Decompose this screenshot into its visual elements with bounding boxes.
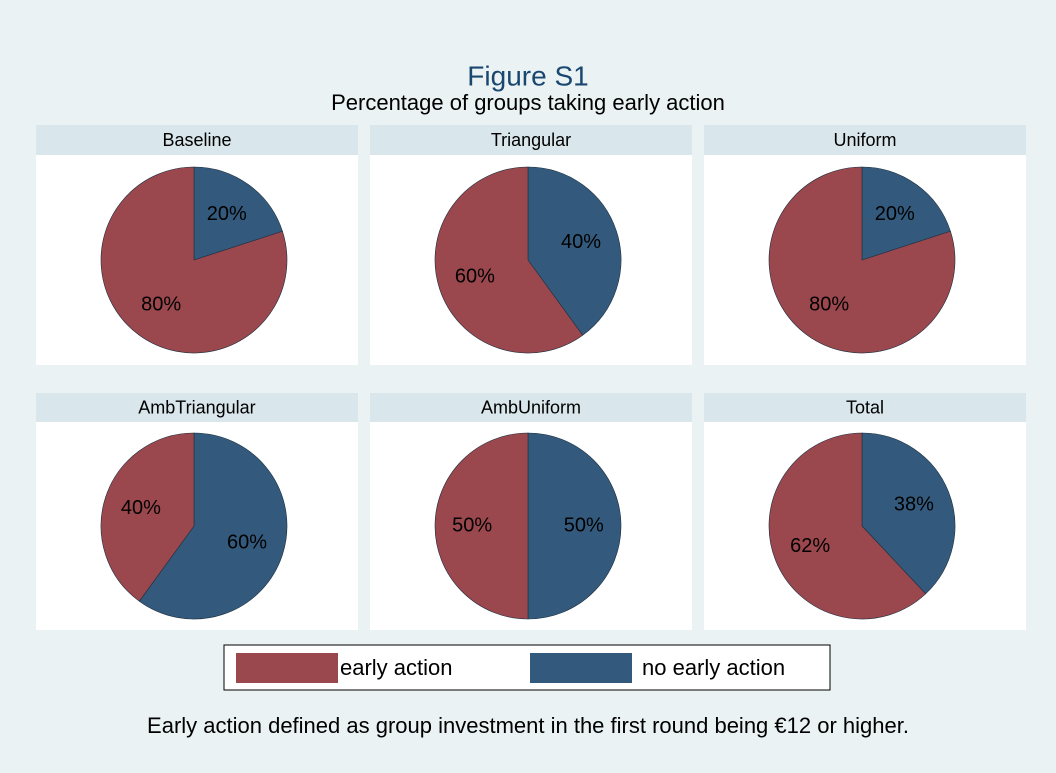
pie-slice bbox=[100, 166, 288, 354]
pie-slice bbox=[434, 166, 584, 354]
pie-slice bbox=[768, 166, 956, 354]
slice-label: 40% bbox=[561, 231, 601, 253]
pie-slice bbox=[527, 166, 622, 336]
note: Early action defined as group investment… bbox=[147, 713, 909, 738]
panel-title: Triangular bbox=[491, 130, 571, 150]
slice-label: 60% bbox=[227, 532, 267, 554]
slice-label: 50% bbox=[452, 514, 492, 536]
legend-label: early action bbox=[340, 655, 453, 680]
slice-label: 40% bbox=[121, 497, 161, 519]
pie-slice bbox=[861, 166, 951, 261]
panel-header bbox=[704, 393, 1026, 422]
panel-title: Total bbox=[846, 397, 884, 417]
slice-label: 80% bbox=[809, 293, 849, 315]
slice-label: 80% bbox=[141, 293, 181, 315]
panel-header bbox=[36, 393, 358, 422]
slice-label: 50% bbox=[564, 514, 604, 536]
slice-label: 20% bbox=[207, 203, 247, 225]
panel-header bbox=[370, 393, 692, 422]
legend-label: no early action bbox=[642, 655, 785, 680]
pie-slice bbox=[138, 432, 288, 620]
slice-label: 38% bbox=[894, 494, 934, 516]
panel-header bbox=[370, 125, 692, 155]
slice-label: 20% bbox=[875, 203, 915, 225]
pie-slice bbox=[861, 432, 956, 595]
panel-header bbox=[704, 125, 1026, 155]
pie-slice bbox=[527, 432, 622, 620]
chart-subtitle: Percentage of groups taking early action bbox=[331, 90, 725, 115]
chart-title: Figure S1 bbox=[467, 60, 588, 91]
panel-title: AmbTriangular bbox=[138, 397, 255, 417]
panel-title: Uniform bbox=[833, 130, 896, 150]
panel-title: AmbUniform bbox=[481, 397, 581, 417]
legend-swatch bbox=[530, 653, 632, 683]
slice-label: 62% bbox=[790, 535, 830, 557]
legend-swatch bbox=[236, 653, 338, 683]
pie-slice bbox=[193, 166, 283, 261]
pie-slice bbox=[434, 432, 529, 620]
panel-header bbox=[36, 125, 358, 155]
panel-title: Baseline bbox=[162, 130, 231, 150]
slice-label: 60% bbox=[455, 266, 495, 288]
pie-slice bbox=[768, 432, 927, 620]
pie-slice bbox=[100, 432, 195, 602]
